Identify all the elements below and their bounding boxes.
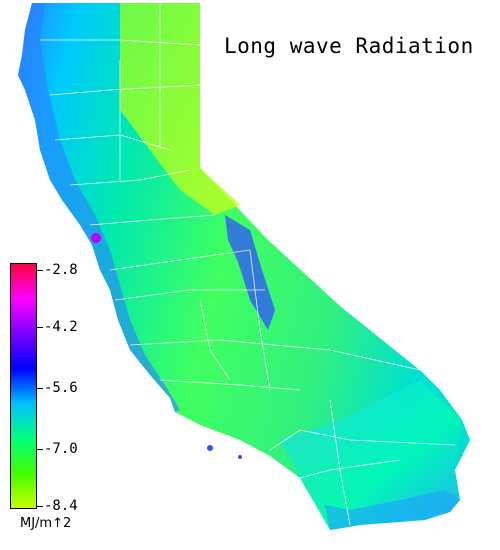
legend-tick	[37, 327, 43, 328]
legend-tick	[37, 506, 43, 507]
county-borders	[40, 3, 456, 526]
legend-tick-label: -5.6	[44, 380, 78, 396]
southern-coast-band	[325, 490, 460, 530]
northeast-region	[120, 3, 240, 215]
legend-tick-label: -4.2	[44, 319, 78, 335]
bay-area-spot	[91, 233, 101, 243]
south-region	[280, 380, 462, 530]
island-2	[238, 455, 242, 459]
color-legend-bar	[10, 263, 37, 509]
legend-units: MJ/m↑2	[20, 516, 72, 531]
island-1	[207, 445, 213, 451]
legend-tick-label: -8.4	[44, 498, 78, 514]
sierra-mountains	[225, 215, 275, 330]
legend-tick	[37, 449, 43, 450]
legend-tick-label: -7.0	[44, 441, 78, 457]
coastal-band	[18, 3, 180, 412]
legend-tick	[37, 388, 43, 389]
legend-tick	[37, 270, 43, 271]
legend-tick-label: -2.8	[44, 262, 78, 278]
map-title: Long wave Radiation	[224, 34, 474, 58]
